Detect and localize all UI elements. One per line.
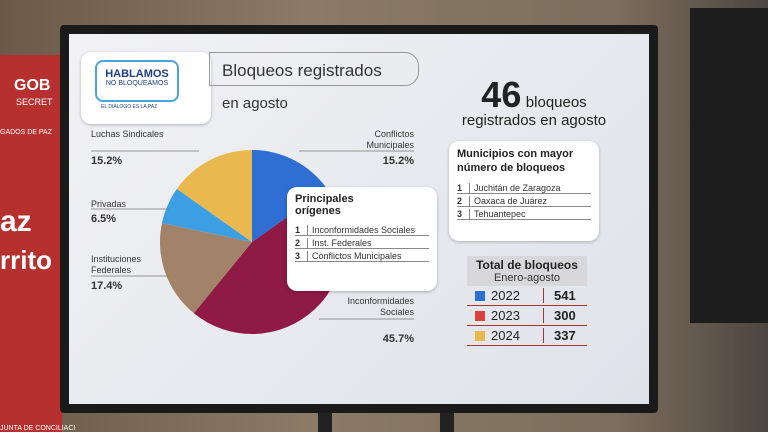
row-text: Oaxaca de Juárez xyxy=(474,196,548,206)
row-number: 3 xyxy=(295,251,308,261)
banner-text: SECRET xyxy=(16,97,53,107)
logo-badge: HABLAMOS NO BLOQUEAMOS xyxy=(95,60,179,102)
totals-subtitle: Enero-agosto xyxy=(493,272,561,284)
slice-label: Luchas Sindicales xyxy=(91,129,164,139)
slice-label: Conflictos Municipales xyxy=(366,129,414,150)
origins-title: Principales orígenes xyxy=(295,193,354,217)
row-number: 1 xyxy=(295,225,308,235)
speaker xyxy=(690,8,768,323)
totals-header: Total de bloqueos Enero-agosto xyxy=(467,256,587,286)
headline-caption: registrados en agosto xyxy=(461,112,607,129)
totals-title: Total de bloqueos xyxy=(476,258,578,272)
table-row: 2 Inst. Federales xyxy=(295,238,429,249)
totals-value: 300 xyxy=(554,308,576,323)
totals-row: 2022 541 xyxy=(467,286,587,306)
banner: GOB SECRET GADOS DE PAZ az rrito JUNTA D… xyxy=(0,55,75,432)
banner-text: GADOS DE PAZ xyxy=(0,129,52,136)
screen: HABLAMOS NO BLOQUEAMOS EL DIÁLOGO ES LA … xyxy=(69,34,649,404)
chart-subtitle: en agosto xyxy=(222,95,288,112)
pie-slice xyxy=(161,188,252,242)
legend-swatch xyxy=(475,330,485,341)
slice-label: Privadas xyxy=(91,199,127,209)
slice-value-label: 17.4% xyxy=(91,280,123,292)
totals-value: 541 xyxy=(554,288,576,303)
row-text: Inconformidades Sociales xyxy=(312,225,416,235)
row-text: Conflictos Municipales xyxy=(312,251,402,261)
pie-slice xyxy=(176,150,252,242)
banner-text: GOB xyxy=(14,77,51,94)
slice-value-label: 45.7% xyxy=(382,333,414,345)
totals-year: 2022 xyxy=(491,288,544,303)
totals-value: 337 xyxy=(554,328,576,343)
headline: 46 bloqueos registrados en agosto xyxy=(429,74,639,129)
row-number: 3 xyxy=(457,209,470,219)
table-row: 1 Juchitán de Zaragoza xyxy=(457,183,591,194)
totals-year: 2024 xyxy=(491,328,544,343)
pie-slice xyxy=(160,223,252,314)
row-number: 2 xyxy=(295,238,308,248)
row-text: Tehuantepec xyxy=(474,209,526,219)
legend-swatch xyxy=(475,310,485,321)
title-frame xyxy=(209,52,419,86)
chart-title: Bloqueos registrados xyxy=(222,61,382,80)
slice-value-label: 6.5% xyxy=(91,213,117,225)
slice-label: Instituciones Federales xyxy=(91,254,142,275)
totals-year: 2023 xyxy=(491,308,544,323)
banner-text: az xyxy=(0,205,32,238)
logo-text: NO BLOQUEAMOS xyxy=(105,80,169,87)
municipalities-title: Municipios con mayor número de bloqueos xyxy=(457,148,574,174)
slice-label: Inconformidades Sociales xyxy=(347,296,414,317)
municipalities-box: Municipios con mayor número de bloqueos … xyxy=(449,141,599,241)
totals-box: Total de bloqueos Enero-agosto 2022 541 20… xyxy=(467,256,587,346)
row-text: Inst. Federales xyxy=(312,238,372,248)
table-row: 3 Tehuantepec xyxy=(457,209,591,220)
table-row: 1 Inconformidades Sociales xyxy=(295,225,429,236)
logo: HABLAMOS NO BLOQUEAMOS EL DIÁLOGO ES LA … xyxy=(81,52,211,124)
logo-tagline: EL DIÁLOGO ES LA PAZ xyxy=(101,104,158,110)
headline-unit: bloqueos xyxy=(525,94,587,111)
totals-row: 2024 337 xyxy=(467,326,587,346)
banner-text: rrito xyxy=(0,245,52,275)
slice-value-label: 15.2% xyxy=(91,155,123,167)
table-row: 2 Oaxaca de Juárez xyxy=(457,196,591,207)
logo-text: HABLAMOS xyxy=(105,68,169,80)
legend-swatch xyxy=(475,290,485,301)
monitor: HABLAMOS NO BLOQUEAMOS EL DIÁLOGO ES LA … xyxy=(60,25,658,413)
table-row: 3 Conflictos Municipales xyxy=(295,251,429,262)
origins-box: Principales orígenes 1 Inconformidades So… xyxy=(287,187,437,291)
row-number: 2 xyxy=(457,196,470,206)
row-text: Juchitán de Zaragoza xyxy=(474,183,561,193)
headline-number: 46 xyxy=(481,74,522,115)
banner-text: JUNTA DE CONCILIACI xyxy=(0,425,76,432)
slice-value-label: 15.2% xyxy=(382,155,414,167)
totals-row: 2023 300 xyxy=(467,306,587,326)
row-number: 1 xyxy=(457,183,470,193)
